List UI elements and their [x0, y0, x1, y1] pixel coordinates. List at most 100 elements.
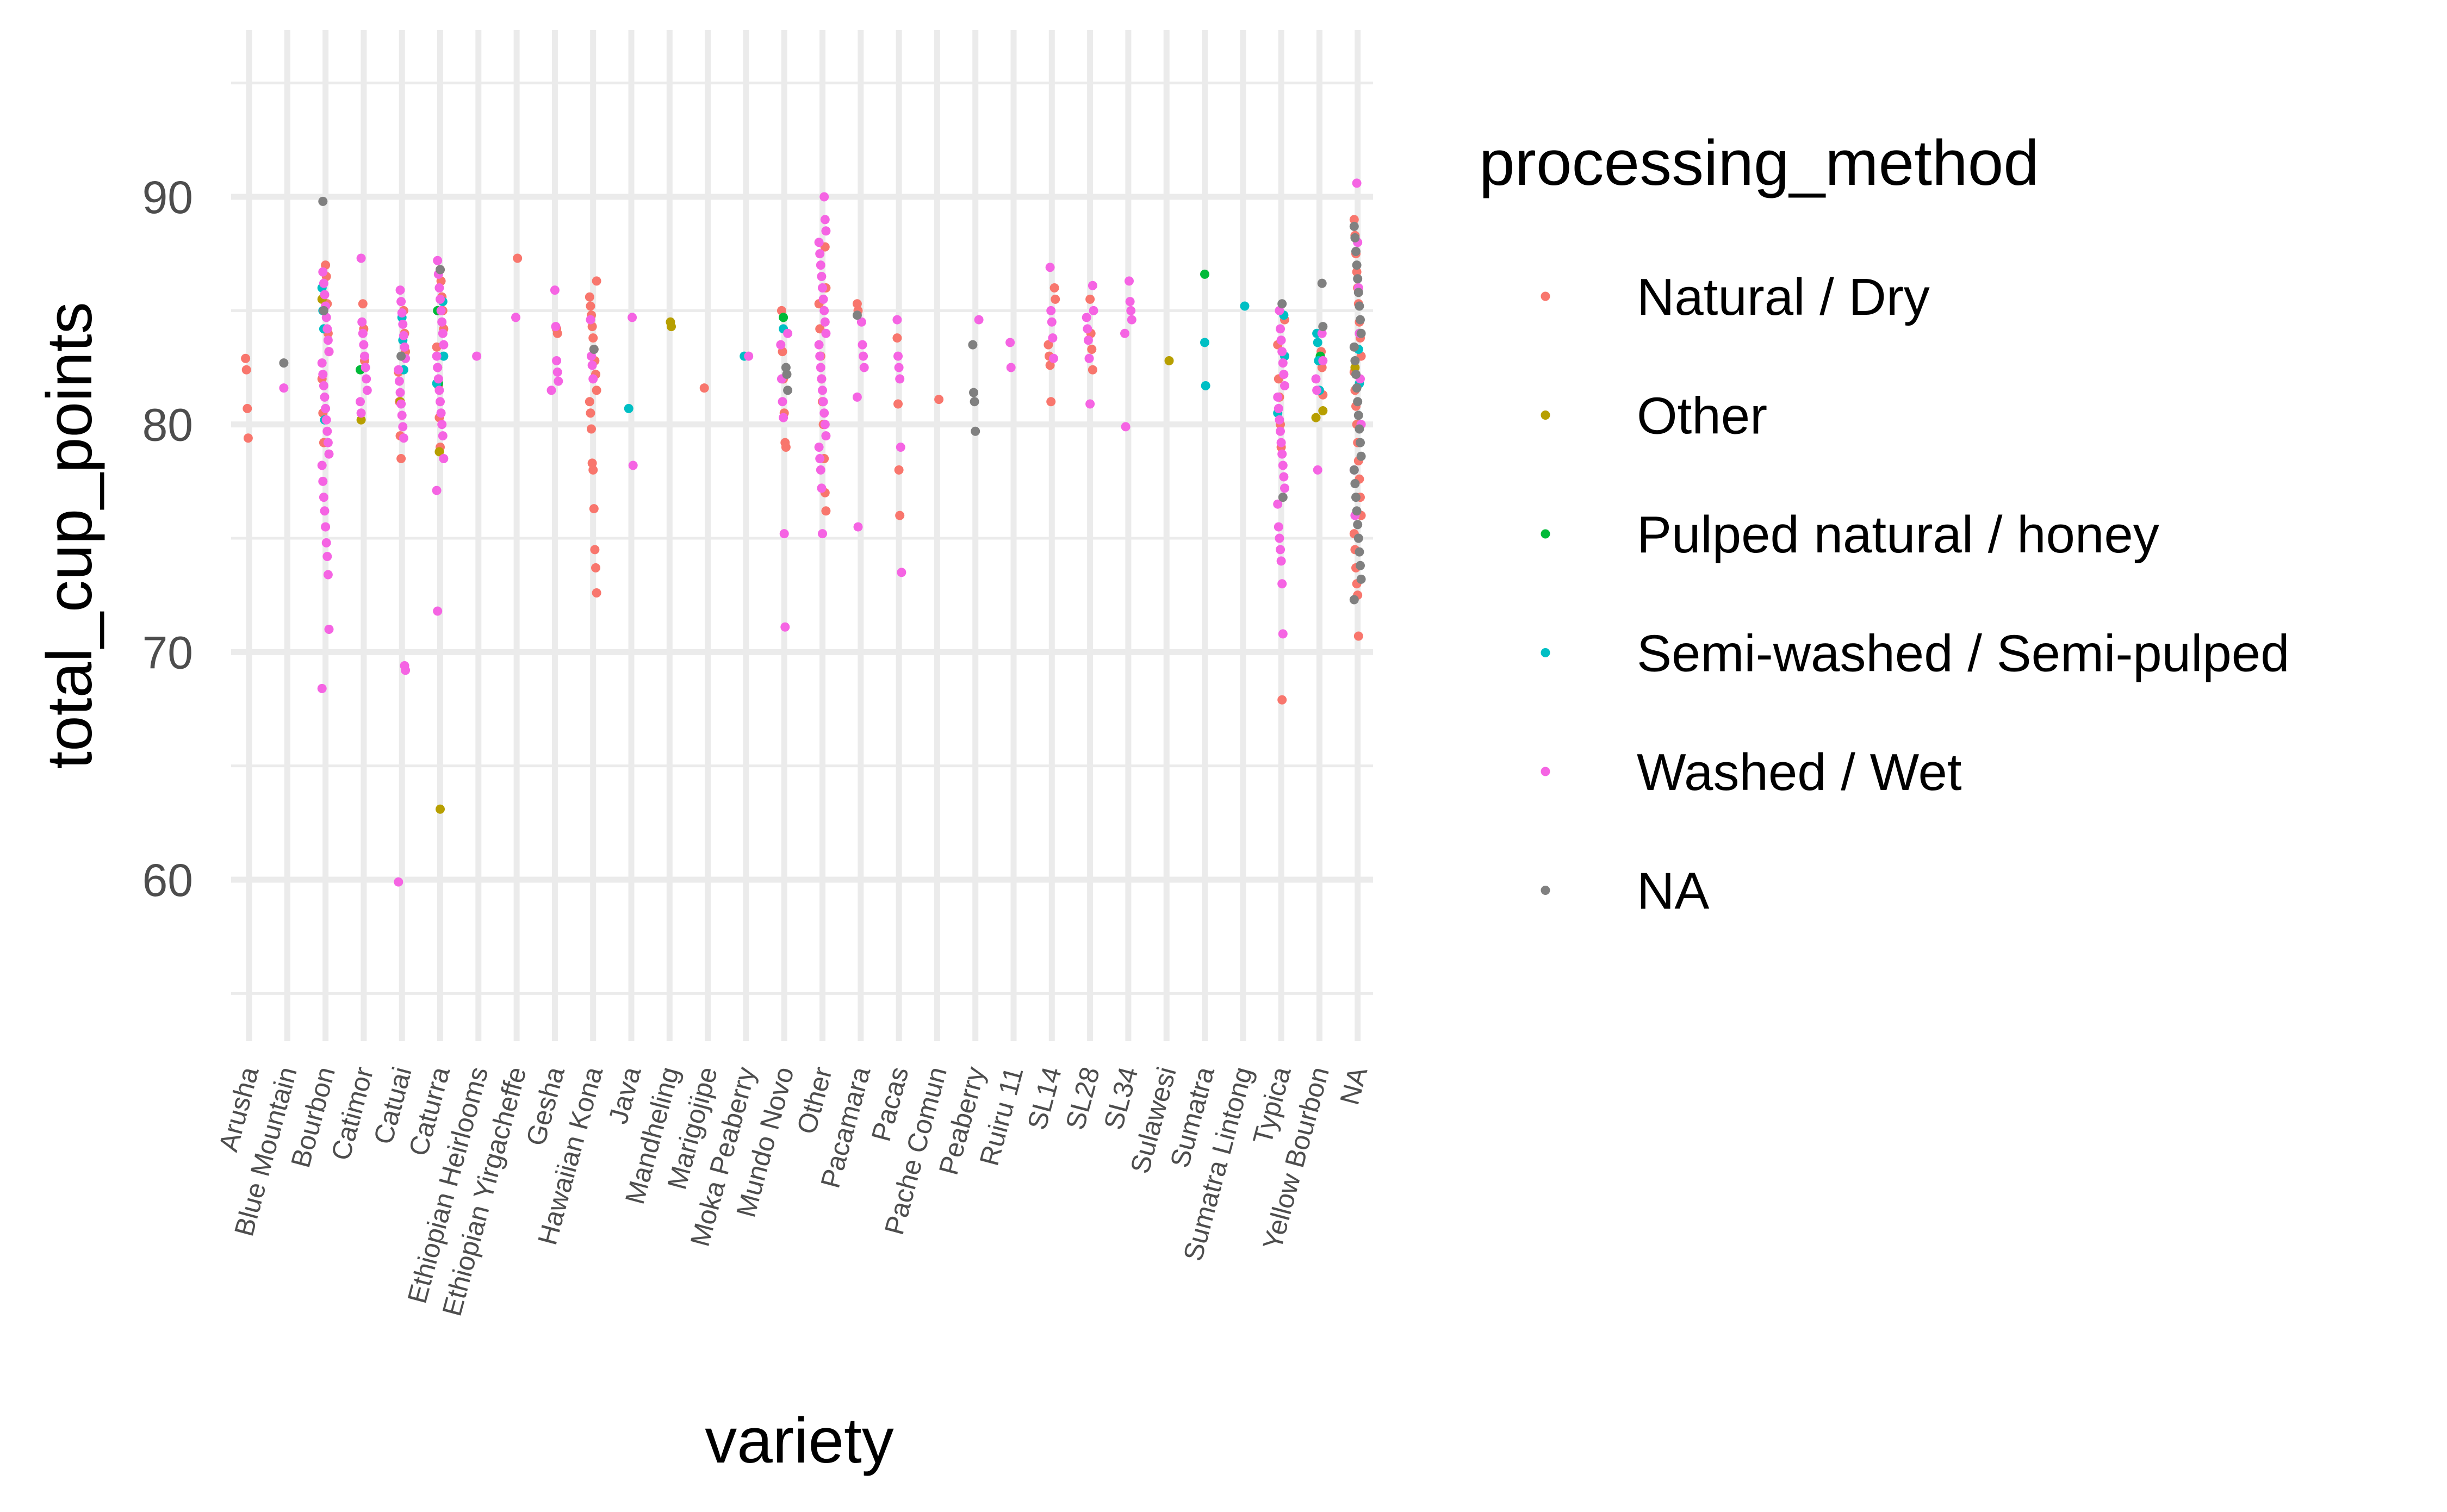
data-point	[439, 351, 449, 361]
data-point	[1045, 360, 1055, 370]
data-point	[1274, 403, 1283, 413]
data-point	[356, 408, 366, 418]
data-point	[818, 283, 827, 293]
data-point	[814, 443, 824, 452]
data-point	[971, 426, 980, 436]
data-point	[1353, 631, 1363, 641]
data-point	[1351, 493, 1361, 502]
data-point	[820, 215, 830, 225]
data-point	[472, 351, 482, 361]
data-point	[1279, 472, 1289, 482]
data-point	[821, 328, 831, 338]
data-point	[1046, 397, 1056, 407]
data-point	[243, 403, 252, 413]
data-point	[1049, 353, 1058, 363]
data-point	[323, 335, 333, 345]
data-point	[892, 315, 902, 325]
data-point	[815, 351, 825, 361]
data-point	[585, 397, 594, 407]
data-point	[433, 363, 443, 372]
data-point	[817, 272, 827, 282]
data-point	[1276, 426, 1285, 436]
data-point	[814, 340, 824, 350]
data-point	[433, 606, 443, 616]
data-point	[1278, 629, 1288, 639]
data-point	[852, 310, 862, 320]
y-tick-label: 60	[142, 855, 193, 906]
data-point	[856, 317, 866, 327]
data-point	[896, 443, 905, 452]
legend-key	[1541, 529, 1550, 539]
data-point	[356, 397, 365, 407]
data-point	[818, 529, 827, 539]
data-point	[1047, 317, 1057, 327]
data-point	[1350, 479, 1360, 489]
data-point	[546, 385, 556, 395]
data-point	[894, 363, 904, 372]
data-point	[358, 299, 368, 309]
data-point	[816, 363, 825, 372]
data-point	[816, 465, 825, 475]
data-point	[852, 392, 862, 402]
legend-key	[1541, 767, 1550, 776]
data-point	[1276, 335, 1286, 345]
data-point	[324, 624, 334, 634]
data-point	[586, 301, 595, 311]
data-point	[1127, 315, 1136, 325]
data-point	[819, 408, 829, 418]
data-point	[970, 397, 979, 407]
data-point	[895, 511, 905, 520]
data-point	[359, 340, 369, 350]
data-point	[357, 317, 367, 327]
data-point	[819, 306, 829, 315]
data-point	[356, 253, 366, 263]
data-point	[319, 381, 328, 390]
data-point	[1349, 342, 1359, 352]
data-point	[1089, 306, 1098, 315]
data-point	[592, 276, 601, 286]
data-point	[589, 345, 599, 354]
data-point	[1355, 547, 1364, 557]
x-tick-label: Java	[603, 1063, 647, 1127]
data-point	[894, 465, 904, 475]
data-point	[319, 493, 328, 502]
data-point	[1046, 306, 1056, 315]
data-point	[592, 385, 601, 395]
data-point	[1356, 561, 1365, 570]
x-tick-label: NA	[1334, 1063, 1373, 1108]
data-point	[1353, 410, 1363, 420]
data-point	[821, 226, 831, 236]
data-point	[821, 506, 831, 516]
data-point	[1276, 556, 1286, 566]
data-point	[434, 447, 444, 457]
data-point	[1277, 449, 1287, 459]
data-point	[1317, 328, 1327, 338]
data-point	[1349, 215, 1359, 225]
data-point	[1083, 324, 1092, 334]
data-point	[397, 410, 407, 420]
data-point	[1353, 274, 1363, 284]
data-point	[400, 342, 409, 352]
data-point	[323, 570, 333, 580]
data-point	[852, 299, 862, 309]
data-point	[1240, 301, 1250, 311]
data-point	[781, 363, 791, 372]
data-point	[1276, 438, 1286, 447]
data-point	[1005, 338, 1015, 347]
legend-title: processing_method	[1479, 127, 2039, 199]
legend-label: Pulped natural / honey	[1637, 506, 2159, 564]
data-point	[893, 399, 903, 409]
data-point	[1353, 520, 1363, 530]
data-point	[318, 370, 328, 379]
data-point	[782, 370, 792, 379]
data-point	[783, 328, 793, 338]
data-point	[398, 422, 408, 432]
data-point	[815, 249, 825, 259]
legend-label: Semi-washed / Semi-pulped	[1637, 625, 2290, 683]
data-point	[1352, 178, 1362, 188]
data-point	[1126, 306, 1136, 315]
data-point	[362, 374, 371, 384]
data-point	[317, 358, 327, 368]
data-point	[1278, 493, 1288, 502]
data-point	[1352, 383, 1362, 393]
